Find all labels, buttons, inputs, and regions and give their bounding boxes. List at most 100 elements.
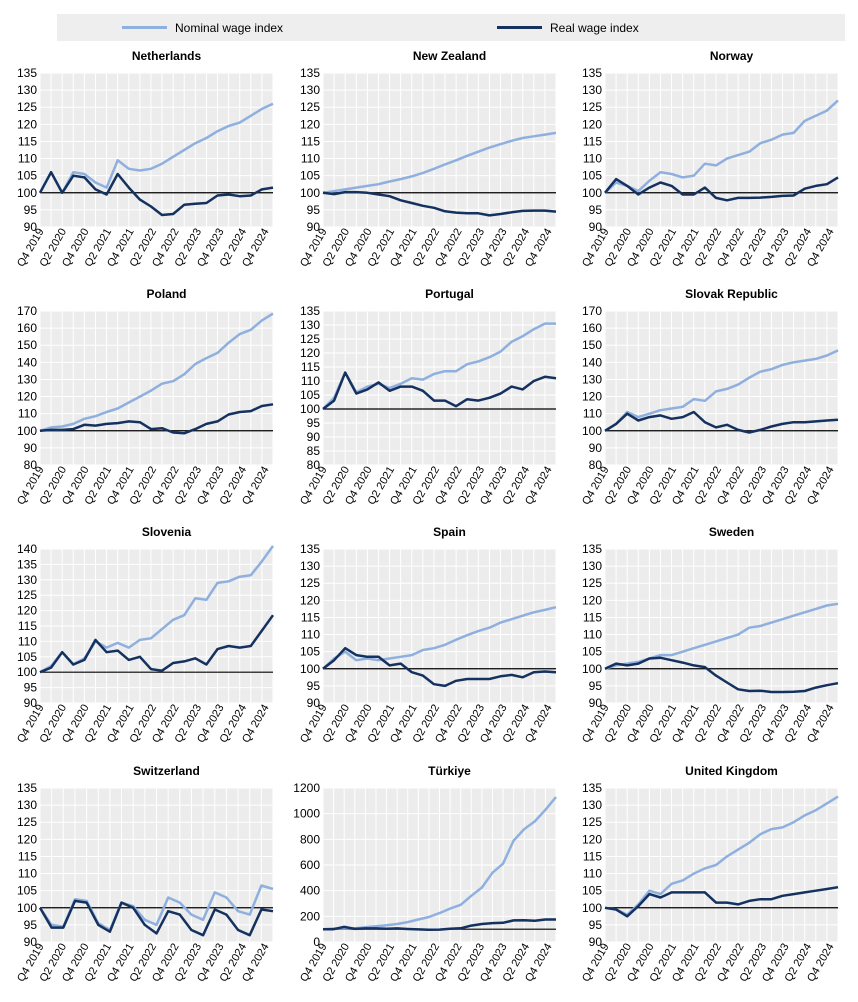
y-tick-label: 100 (300, 662, 320, 676)
panel-title: Netherlands (132, 49, 202, 63)
y-tick-label: 130 (582, 559, 602, 573)
panel-new-zealand: New Zealand9095100105110115120125130135Q… (298, 49, 557, 269)
plot-area (605, 549, 838, 703)
y-tick-label: 100 (300, 186, 320, 200)
y-tick-label: 95 (589, 918, 603, 932)
y-tick-label: 110 (583, 867, 602, 881)
y-tick-label: 95 (24, 681, 38, 695)
y-tick-label: 90 (307, 696, 321, 710)
y-tick-label: 90 (24, 441, 38, 455)
y-tick-label: 130 (300, 318, 320, 332)
y-tick-label: 100 (582, 901, 602, 915)
y-tick-label: 85 (307, 444, 321, 458)
series-nominal-line (322, 322, 556, 410)
panel-united-kingdom: United Kingdom 90 95 100 105 110 115 120 125 130 1… (580, 764, 839, 984)
y-tick-label: 90 (589, 696, 603, 710)
chart-legend: Nominal wage index Real wage index (57, 14, 845, 41)
y-tick-label: 170 (17, 304, 37, 318)
series-nominal-line (322, 605, 557, 670)
y-tick-label: 125 (582, 100, 602, 114)
y-tick-label: 800 (300, 832, 320, 846)
y-tick-label: 110 (18, 634, 37, 648)
series-nominal-line (604, 99, 839, 194)
y-tick-label: 120 (582, 390, 602, 404)
y-tick-label: 100 (17, 424, 37, 438)
y-tick-label: 100 (17, 665, 37, 679)
y-tick-label: 105 (582, 884, 602, 898)
y-tick-label: 80 (24, 458, 38, 472)
series-real-line (604, 176, 839, 202)
y-tick-label: 125 (300, 576, 320, 590)
legend-item-real: Real wage index (497, 14, 639, 41)
y-tick-label: 120 (17, 117, 37, 131)
y-tick-label: 600 (300, 858, 320, 872)
legend-item-nominal: Nominal wage index (122, 14, 283, 41)
y-tick-label: 115 (18, 134, 37, 148)
y-tick-label: 105 (582, 645, 602, 659)
y-tick-label: 120 (300, 593, 320, 607)
y-tick-label: 100 (300, 402, 320, 416)
y-tick-label: 150 (17, 338, 37, 352)
y-tick-label: 0 (313, 935, 320, 949)
y-tick-label: 150 (582, 338, 602, 352)
y-tick-label: 130 (17, 372, 37, 386)
y-tick-label: 120 (300, 117, 320, 131)
y-tick-label: 1200 (293, 781, 320, 795)
y-tick-label: 95 (307, 203, 321, 217)
y-tick-label: 140 (582, 355, 602, 369)
series-real-line (604, 656, 839, 694)
series-real-line (39, 614, 275, 674)
y-tick-label: 125 (17, 815, 37, 829)
panel-title: Switzerland (133, 764, 200, 778)
y-tick-label: 135 (300, 66, 320, 80)
series-nominal-line (604, 795, 839, 916)
legend-label-real: Real wage index (550, 20, 639, 35)
panel-title: Sweden (709, 525, 754, 539)
panel-slovenia: Slovenia9095100105110115120125130135140Q… (15, 525, 275, 745)
y-tick-label: 90 (307, 220, 321, 234)
y-tick-label: 170 (582, 304, 602, 318)
y-tick-label: 130 (300, 559, 320, 573)
plot-area (605, 73, 838, 227)
y-tick-label: 135 (17, 557, 37, 571)
y-tick-label: 125 (300, 100, 320, 114)
series-nominal-line (39, 312, 274, 432)
y-tick-label: 105 (17, 650, 37, 664)
y-tick-label: 115 (301, 134, 320, 148)
y-tick-label: 160 (582, 321, 602, 335)
y-tick-label: 120 (17, 832, 37, 846)
y-tick-label: 110 (301, 374, 320, 388)
series-real-line (604, 885, 839, 918)
y-tick-label: 115 (583, 610, 602, 624)
series-real-line (38, 170, 274, 217)
legend-label-nominal: Nominal wage index (175, 20, 284, 35)
panel-title: New Zealand (413, 49, 486, 63)
y-tick-label: 135 (300, 304, 320, 318)
y-tick-label: 130 (300, 83, 320, 97)
y-tick-label: 95 (307, 679, 321, 693)
panel-title: Norway (710, 49, 754, 63)
panel-title: Slovenia (142, 525, 192, 539)
y-tick-label: 115 (18, 849, 37, 863)
series-real-line (323, 918, 556, 932)
plot-area (323, 73, 556, 227)
y-tick-label: 120 (582, 832, 602, 846)
y-tick-label: 110 (301, 628, 320, 642)
series-nominal-line (38, 884, 274, 932)
series-real-line (322, 371, 557, 410)
y-tick-label: 115 (18, 619, 37, 633)
y-tick-label: 130 (582, 372, 602, 386)
y-tick-label: 110 (583, 407, 602, 421)
y-tick-label: 1000 (293, 807, 320, 821)
y-tick-label: 130 (17, 573, 37, 587)
series-real-line (604, 410, 839, 434)
y-tick-label: 140 (17, 542, 37, 556)
y-tick-label: 95 (24, 918, 38, 932)
panel-slovak-republic: Slovak Republic 80 90 100 110 120 130 140 150 160… (580, 287, 839, 507)
panel-netherlands: Netherlands9095100105110115120125130135Q… (15, 49, 274, 269)
panel-title: Portugal (425, 287, 474, 301)
y-tick-label: 105 (17, 884, 37, 898)
y-tick-label: 120 (582, 117, 602, 131)
